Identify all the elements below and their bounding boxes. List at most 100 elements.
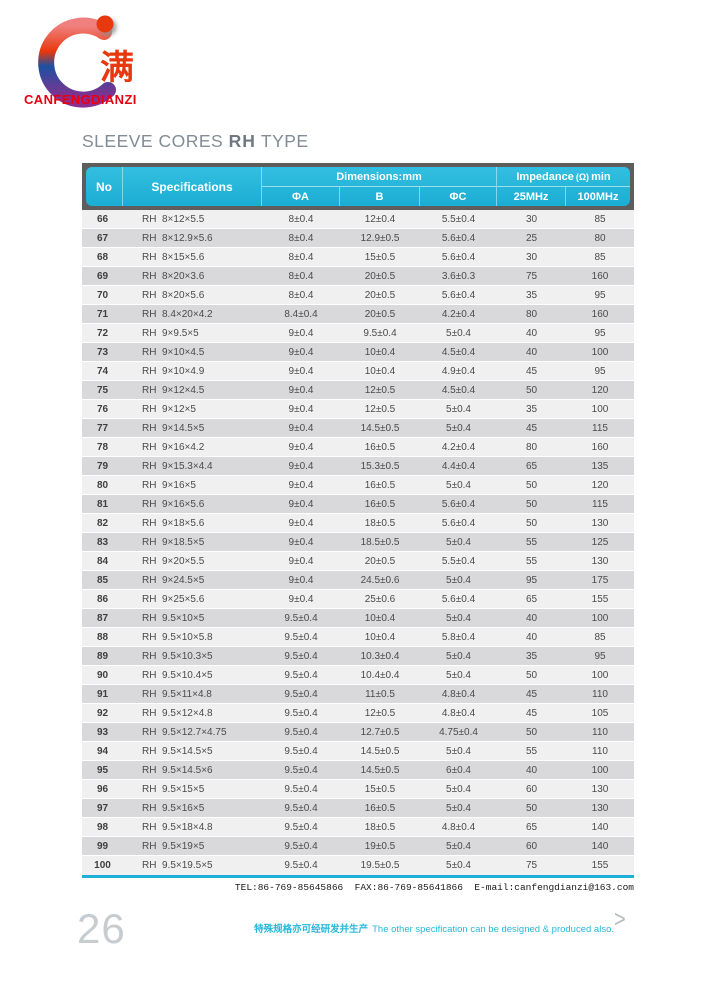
cell-phi-c: 4.2±0.4 — [441, 441, 476, 453]
cell-25mhz: 55 — [525, 555, 538, 567]
cell-phi-a: 9.5±0.4 — [284, 745, 318, 757]
col-group-impedance: Impedance (Ω) min — [497, 167, 630, 187]
cell-100mhz: 155 — [591, 593, 609, 605]
cell-100mhz: 110 — [592, 745, 608, 757]
cell-no: 81 — [96, 498, 109, 510]
table-row: 97 RH 9.5×16×5 9.5±0.4 16±0.5 5±0.4 50 130 — [82, 799, 634, 818]
table-row: 79 RH 9×15.3×4.4 9±0.4 15.3±0.5 4.4±0.4 65 135 — [82, 457, 634, 476]
cell-25mhz: 30 — [525, 251, 538, 263]
table-row: 76 RH 9×12×5 9±0.4 12±0.5 5±0.4 35 100 — [82, 400, 634, 419]
cell-spec: RH 9×20×5.5 — [142, 555, 205, 567]
cell-b: 10.4±0.4 — [360, 669, 400, 681]
cell-25mhz: 45 — [525, 365, 538, 377]
cell-phi-a: 9.5±0.4 — [284, 821, 318, 833]
cell-no: 68 — [96, 251, 109, 263]
cell-b: 10±0.4 — [364, 365, 396, 377]
cell-100mhz: 175 — [591, 574, 609, 586]
cell-spec: RH 8×15×5.6 — [142, 251, 205, 263]
cell-b: 12±0.4 — [364, 213, 396, 225]
cell-b: 11±0.5 — [365, 688, 395, 700]
cell-spec: RH 9×9.5×5 — [142, 327, 199, 339]
cell-spec: RH 9.5×16×5 — [142, 802, 205, 814]
cell-25mhz: 75 — [525, 860, 538, 871]
cell-25mhz: 65 — [525, 593, 538, 605]
cell-25mhz: 40 — [525, 327, 538, 339]
cell-phi-c: 5±0.4 — [446, 802, 471, 814]
cell-25mhz: 40 — [525, 346, 538, 358]
cell-spec: RH 9.5×12.7×4.75 — [142, 726, 227, 738]
table-header: No Specifications Dimensions:mm Impedanc… — [86, 167, 630, 206]
cell-no: 73 — [96, 346, 109, 358]
table-row: 87 RH 9.5×10×5 9.5±0.4 10±0.4 5±0.4 40 100 — [82, 609, 634, 628]
cell-phi-c: 4.8±0.4 — [441, 707, 476, 719]
spec-table: No Specifications Dimensions:mm Impedanc… — [82, 163, 634, 878]
cell-spec: RH 8×12×5.5 — [142, 213, 205, 225]
cell-phi-a: 9.5±0.4 — [284, 783, 318, 795]
cell-spec: RH 9×12×4.5 — [142, 384, 205, 396]
cell-phi-a: 9±0.4 — [288, 403, 314, 415]
cell-25mhz: 45 — [525, 422, 538, 434]
col-header-100mhz: 100MHz — [577, 190, 619, 203]
table-row: 66 RH 8×12×5.5 8±0.4 12±0.4 5.5±0.4 30 85 — [82, 210, 634, 229]
cell-100mhz: 85 — [594, 251, 606, 263]
cell-phi-a: 9±0.4 — [288, 498, 314, 510]
table-row: 80 RH 9×16×5 9±0.4 16±0.5 5±0.4 50 120 — [82, 476, 634, 495]
cell-phi-a: 9±0.4 — [288, 441, 314, 453]
cell-b: 15±0.5 — [364, 251, 396, 263]
col-header-b: B — [340, 187, 420, 206]
cell-25mhz: 45 — [525, 688, 538, 700]
impedance-omega: (Ω) — [575, 171, 590, 182]
cell-100mhz: 160 — [591, 441, 609, 453]
table-row: 100 RH 9.5×19.5×5 9.5±0.4 19.5±0.5 5±0.4 75 15… — [82, 856, 634, 875]
cell-25mhz: 55 — [525, 536, 538, 548]
cell-no: 99 — [96, 840, 109, 852]
cell-25mhz: 50 — [525, 498, 538, 510]
table-row: 84 RH 9×20×5.5 9±0.4 20±0.5 5.5±0.4 55 130 — [82, 552, 634, 571]
cell-phi-c: 5±0.4 — [446, 650, 471, 662]
cell-25mhz: 65 — [525, 821, 538, 833]
cell-b: 20±0.5 — [364, 555, 396, 567]
cell-100mhz: 100 — [591, 612, 609, 624]
cell-no: 97 — [96, 802, 109, 814]
impedance-word: Impedance — [516, 170, 574, 183]
cell-phi-c: 5.6±0.4 — [441, 251, 476, 263]
cell-spec: RH 9×16×4.2 — [142, 441, 205, 453]
next-page-chevron-icon[interactable]: > — [614, 906, 626, 934]
cell-100mhz: 115 — [592, 422, 608, 434]
cell-spec: RH 9.5×19×5 — [142, 840, 205, 852]
cell-b: 18±0.5 — [364, 821, 396, 833]
cell-no: 75 — [96, 384, 109, 396]
cell-100mhz: 130 — [591, 802, 609, 814]
cell-b: 14.5±0.5 — [360, 745, 400, 757]
cell-phi-c: 5±0.4 — [446, 574, 471, 586]
table-row: 88 RH 9.5×10×5.8 9.5±0.4 10±0.4 5.8±0.4 40 85 — [82, 628, 634, 647]
table-row: 93 RH 9.5×12.7×4.75 9.5±0.4 12.7±0.5 4.75±0.… — [82, 723, 634, 742]
table-row: 81 RH 9×16×5.6 9±0.4 16±0.5 5.6±0.4 50 115 — [82, 495, 634, 514]
cell-25mhz: 80 — [525, 441, 538, 453]
cell-no: 79 — [96, 460, 109, 472]
cell-spec: RH 9.5×11×4.8 — [142, 688, 212, 700]
table-row: 96 RH 9.5×15×5 9.5±0.4 15±0.5 5±0.4 60 130 — [82, 780, 634, 799]
cell-no: 80 — [96, 479, 109, 491]
cell-phi-a: 9.5±0.4 — [284, 802, 318, 814]
footer-note-english: The other specification can be designed … — [372, 924, 614, 935]
cell-phi-a: 9±0.4 — [288, 574, 314, 586]
cell-phi-c: 4.8±0.4 — [441, 821, 476, 833]
cell-no: 91 — [96, 688, 109, 700]
cell-25mhz: 35 — [525, 289, 538, 301]
cell-b: 16±0.5 — [364, 441, 396, 453]
table-row: 82 RH 9×18×5.6 9±0.4 18±0.5 5.6±0.4 50 130 — [82, 514, 634, 533]
cell-no: 72 — [96, 327, 109, 339]
cell-b: 10±0.4 — [364, 612, 396, 624]
cell-spec: RH 9×24.5×5 — [142, 574, 205, 586]
cell-phi-a: 9±0.4 — [288, 365, 314, 377]
cell-100mhz: 130 — [591, 783, 609, 795]
cell-phi-a: 9±0.4 — [288, 593, 314, 605]
cell-no: 88 — [96, 631, 109, 643]
cell-no: 94 — [96, 745, 109, 757]
cell-phi-c: 5.6±0.4 — [441, 498, 476, 510]
title-suffix: TYPE — [255, 131, 309, 151]
cell-no: 67 — [96, 232, 109, 244]
cell-100mhz: 110 — [592, 726, 608, 738]
cell-25mhz: 35 — [525, 650, 538, 662]
